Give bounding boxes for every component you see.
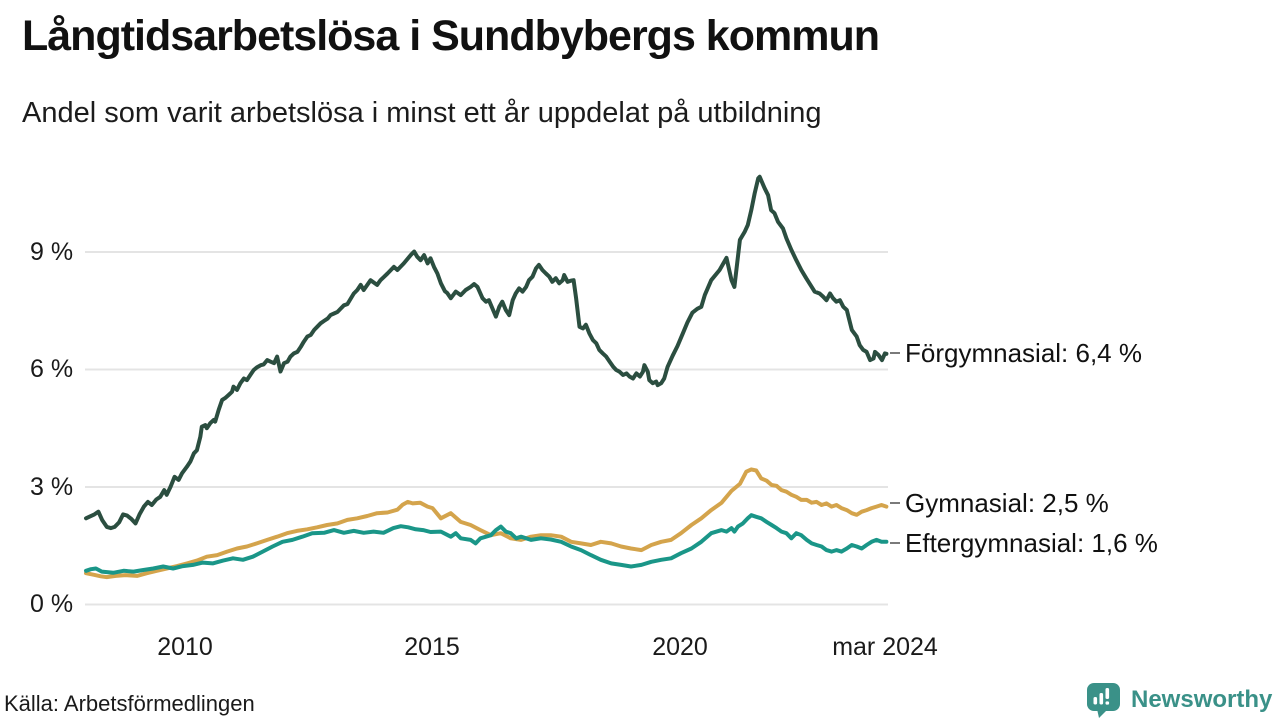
y-axis-tick-3: 3 % [30, 473, 74, 501]
y-axis-tick-6: 6 % [30, 355, 74, 383]
series-annotation-forgymnasial: Förgymnasial: 6,4 % [890, 338, 1142, 368]
annotation-dash-icon [890, 542, 900, 544]
bar-chart-speech-bubble-icon [1087, 683, 1120, 718]
y-axis-tick-0: 0 % [30, 590, 74, 618]
series-line-gymnasial [84, 467, 889, 580]
series-annotation-eftergymnasial: Eftergymnasial: 1,6 % [890, 528, 1158, 558]
series-annotation-gymnasial: Gymnasial: 2,5 % [890, 488, 1109, 518]
annotation-dash-icon [890, 352, 900, 354]
x-axis-tick-2015: 2015 [404, 633, 460, 661]
source-credit: Källa: Arbetsförmedlingen [4, 691, 255, 716]
series-label: Eftergymnasial: 1,6 % [905, 527, 1158, 558]
series-label: Förgymnasial: 6,4 % [905, 337, 1142, 368]
series-line-eftergymnasial [84, 513, 889, 575]
newsworthy-logo: Newsworthy [1086, 682, 1272, 718]
x-axis-tick-2010: 2010 [157, 633, 213, 661]
annotation-dash-icon [890, 502, 900, 504]
x-axis-tick-mar-2024: mar 2024 [832, 633, 938, 661]
x-axis-tick-2020: 2020 [652, 633, 708, 661]
y-axis-tick-9: 9 % [30, 238, 74, 266]
page-title: Långtidsarbetslösa i Sundbybergs kommun [22, 12, 880, 60]
logo-text: Newsworthy [1131, 686, 1273, 713]
series-label: Gymnasial: 2,5 % [905, 487, 1109, 518]
page-subtitle: Andel som varit arbetslösa i minst ett å… [22, 97, 822, 129]
series-line-förgymnasial [84, 174, 889, 531]
